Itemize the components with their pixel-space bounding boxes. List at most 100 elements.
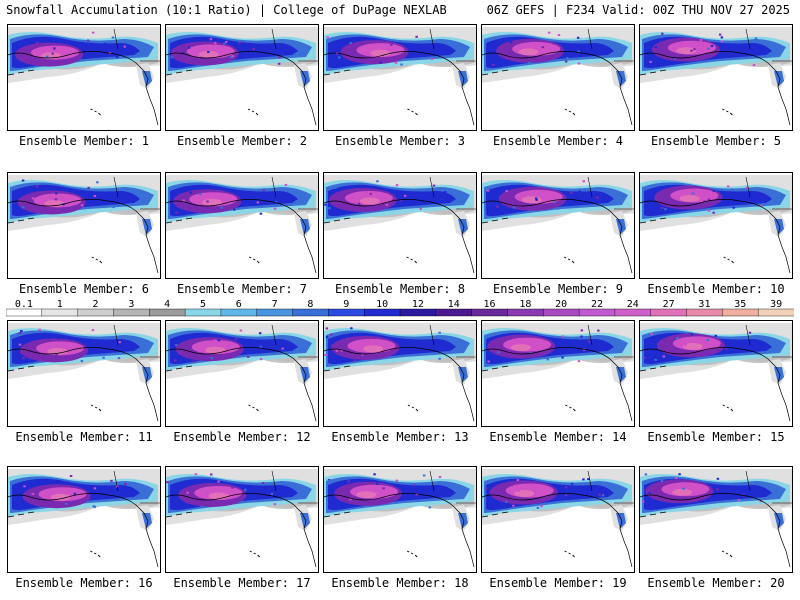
max-snow-pocket bbox=[198, 50, 219, 58]
snow-cell bbox=[284, 487, 288, 490]
coastline bbox=[8, 493, 159, 568]
aleutian-islands bbox=[324, 69, 351, 76]
hawaii-islands bbox=[722, 404, 734, 412]
snow-cell bbox=[96, 181, 99, 184]
pnw-snow-band bbox=[774, 367, 784, 383]
snow-cell bbox=[566, 57, 569, 59]
hawaii-islands bbox=[565, 404, 576, 412]
snow-cell bbox=[324, 354, 327, 356]
snow-cell bbox=[684, 344, 687, 346]
snow-cell bbox=[547, 31, 551, 34]
snow-cell bbox=[331, 344, 334, 347]
snow-cell bbox=[648, 491, 651, 494]
snow-cell bbox=[347, 480, 350, 483]
snow-cell bbox=[246, 355, 250, 358]
snow-cell bbox=[492, 63, 495, 66]
snow-cell bbox=[725, 347, 728, 350]
snow-cell bbox=[699, 39, 703, 41]
snow-cell bbox=[244, 488, 247, 491]
snow-cell bbox=[353, 359, 357, 362]
hawaii-islands bbox=[249, 256, 260, 264]
ensemble-member-label: Ensemble Member: 4 bbox=[492, 134, 624, 148]
snow-cell bbox=[754, 37, 758, 40]
snow-cell bbox=[552, 42, 556, 45]
snow-cell bbox=[438, 331, 441, 334]
snow-cell bbox=[580, 335, 583, 338]
hawaii-islands bbox=[90, 108, 101, 116]
hawaii-islands bbox=[248, 404, 259, 412]
snow-cell bbox=[72, 500, 75, 503]
snow-cell bbox=[662, 355, 666, 358]
snow-cell bbox=[189, 191, 192, 194]
snow-cell bbox=[556, 207, 559, 210]
snowfall-map bbox=[166, 469, 318, 568]
snow-cell bbox=[400, 63, 403, 66]
snow-cell bbox=[428, 506, 431, 509]
snow-cell bbox=[540, 505, 543, 508]
max-snow-pocket bbox=[356, 491, 377, 499]
snow-cell bbox=[442, 46, 445, 49]
snow-cell bbox=[710, 45, 714, 47]
max-snow-pocket bbox=[518, 48, 539, 56]
snow-cell bbox=[399, 199, 403, 202]
snow-cell bbox=[281, 347, 284, 350]
legend-swatch bbox=[292, 308, 330, 317]
chart-title: Snowfall Accumulation (10:1 Ratio) | Col… bbox=[6, 3, 447, 17]
snow-cell bbox=[379, 61, 382, 64]
snow-cell bbox=[175, 498, 179, 500]
snow-cell bbox=[509, 41, 512, 44]
max-snow-pocket bbox=[201, 198, 222, 206]
legend-tick-label: 6 bbox=[236, 299, 242, 310]
snow-cell bbox=[547, 350, 550, 353]
snow-cell bbox=[217, 339, 221, 342]
snow-cell bbox=[487, 360, 490, 363]
snow-cell bbox=[376, 482, 379, 485]
coastline bbox=[640, 493, 791, 568]
ensemble-member-label: Ensemble Member: 16 bbox=[15, 576, 153, 590]
snow-cell bbox=[430, 58, 434, 61]
snow-cell bbox=[69, 475, 73, 477]
snow-cell bbox=[578, 190, 581, 193]
snow-cell bbox=[46, 55, 49, 58]
snow-cell bbox=[394, 61, 398, 64]
coastline bbox=[324, 51, 475, 126]
snowfall-map bbox=[8, 27, 160, 126]
snow-cell bbox=[278, 56, 281, 59]
snow-cell bbox=[557, 34, 561, 37]
snow-cell bbox=[395, 479, 399, 482]
snow-cell bbox=[31, 197, 35, 200]
ensemble-member-label: Ensemble Member: 9 bbox=[492, 282, 624, 296]
legend-tick-label: 1 bbox=[57, 299, 63, 310]
snow-cell bbox=[529, 352, 532, 354]
snow-cell bbox=[564, 60, 568, 63]
ensemble-member-label: Ensemble Member: 14 bbox=[489, 430, 627, 444]
snow-cell bbox=[517, 194, 521, 197]
ensemble-member-map bbox=[481, 466, 635, 573]
snowfall-map bbox=[166, 27, 318, 126]
aleutian-islands bbox=[8, 511, 35, 518]
snow-cell bbox=[703, 200, 706, 203]
ak-canada-border bbox=[113, 470, 119, 492]
snow-cell bbox=[258, 332, 262, 335]
snowfall-map bbox=[324, 175, 476, 274]
snowfall-map bbox=[482, 469, 634, 568]
ak-canada-border bbox=[271, 470, 277, 492]
hawaii-islands bbox=[721, 550, 733, 558]
legend-tick-label: 16 bbox=[484, 299, 496, 310]
snow-cell bbox=[22, 357, 25, 360]
snow-cell bbox=[338, 490, 341, 493]
aleutian-islands bbox=[482, 511, 509, 518]
snow-cell bbox=[348, 54, 352, 57]
snow-cell bbox=[98, 488, 101, 491]
max-snow-pocket bbox=[50, 493, 71, 501]
aleutian-islands bbox=[166, 511, 193, 518]
coastline bbox=[640, 347, 791, 422]
snow-cell bbox=[37, 204, 41, 207]
legend-tick-label: 18 bbox=[519, 299, 531, 310]
legend-swatch bbox=[220, 308, 258, 317]
ensemble-member-label: Ensemble Member: 11 bbox=[15, 430, 153, 444]
ensemble-member-label: Ensemble Member: 12 bbox=[173, 430, 311, 444]
snow-cell bbox=[349, 42, 352, 44]
snow-cell bbox=[752, 64, 756, 66]
legend-tick-label: 0.1 bbox=[15, 299, 33, 310]
